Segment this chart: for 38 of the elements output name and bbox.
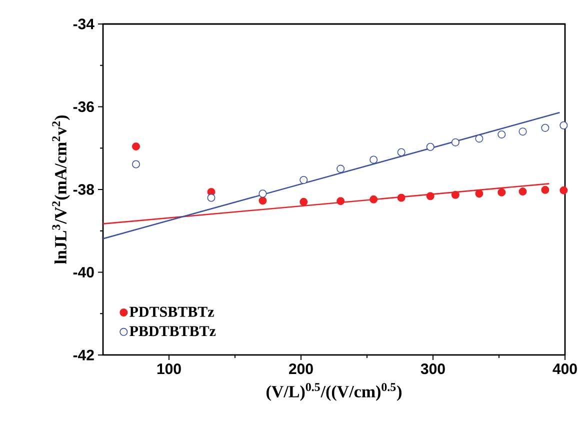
point [541, 124, 550, 132]
legend-label: PBDTBTBTz [130, 326, 216, 336]
point [132, 160, 140, 168]
point [475, 190, 484, 198]
point [258, 190, 267, 198]
point [397, 194, 406, 202]
x-tick-label: 100 [157, 364, 181, 374]
point [370, 195, 378, 204]
x-tick-label: 300 [420, 364, 445, 374]
y-tick-label: -40 [73, 266, 94, 278]
legend-label: PDTSBTBTz [130, 306, 214, 317]
point [397, 148, 406, 156]
x-axis-title: (V/L)$^{0.5}$/((V/cm)$^{0.5}$) [266, 383, 402, 401]
x-tick-label: 400 [552, 364, 577, 374]
point [370, 156, 378, 164]
point [336, 164, 345, 173]
point [498, 130, 506, 138]
point [426, 142, 434, 151]
x-tick-label: 200 [289, 364, 313, 374]
point [451, 190, 460, 199]
y-tick-label: -34 [73, 18, 94, 30]
point [475, 134, 484, 143]
point [132, 142, 140, 150]
point [426, 192, 434, 200]
y-tick-label: -38 [73, 184, 94, 195]
point [451, 138, 460, 146]
text: lnJL$^{3}$/V$^{2}$(mA/cm$^{2}$v$^{2}$) [52, 115, 70, 264]
point [258, 196, 267, 205]
point [518, 188, 527, 196]
point [518, 128, 527, 136]
y-tick-label: -36 [73, 101, 94, 112]
point [336, 197, 345, 206]
y-tick-label: -42 [73, 350, 94, 360]
point [207, 194, 216, 202]
point [300, 198, 308, 206]
point [541, 186, 550, 194]
point [300, 176, 308, 184]
point [498, 188, 506, 196]
